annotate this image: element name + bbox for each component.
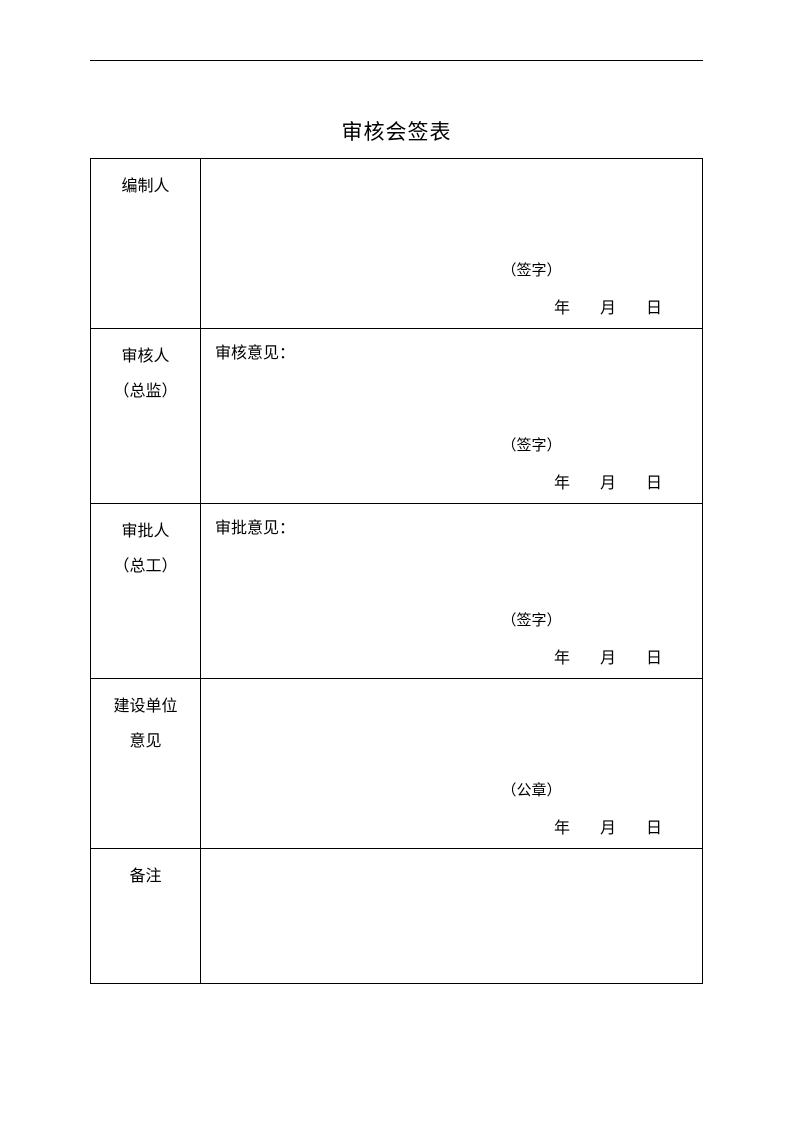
label-text-line1: 审核人	[121, 348, 169, 365]
sign-area: （公章） 年 月 日	[201, 779, 702, 838]
content-cell-remarks	[201, 849, 703, 984]
date-day: 日	[646, 300, 664, 317]
date-year: 年	[554, 820, 572, 837]
date-month: 月	[600, 300, 618, 317]
sign-label: （签字）	[375, 609, 688, 630]
label-cell-approver: 审批人 （总工）	[91, 504, 201, 679]
date-line: 年月日	[215, 644, 688, 668]
sign-area: （签字） 年 月 日	[201, 259, 702, 318]
date-year: 年	[554, 475, 572, 492]
label-text-line2: （总工）	[113, 558, 177, 575]
date-year: 年	[554, 650, 572, 667]
date-line: 年月日	[215, 814, 688, 838]
date-month: 月	[600, 820, 618, 837]
seal-label: （公章）	[375, 779, 688, 800]
date-day: 日	[646, 650, 664, 667]
page-container: 审核会签表 编制人 （签字） 年月日 审核人 （总监）	[0, 0, 793, 1044]
date-line: 年月日	[215, 294, 688, 318]
label-text: 编制人	[121, 178, 169, 195]
table-row: 编制人 （签字） 年 月 日	[91, 159, 703, 329]
header-rule	[90, 60, 703, 61]
label-cell-construction-unit: 建设单位 意见	[91, 679, 201, 849]
date-month: 月	[600, 475, 618, 492]
content-cell-compiler: （签字） 年 月 日	[201, 159, 703, 329]
date-day: 日	[646, 820, 664, 837]
date-line: 年月日	[215, 469, 688, 493]
content-cell-approver: 审批意见： （签字） 年 月 日	[201, 504, 703, 679]
sign-label: （签字）	[375, 259, 688, 280]
label-text-line2: 意见	[129, 733, 161, 750]
sign-area: （签字） 年 月 日	[201, 609, 702, 668]
signoff-table: 编制人 （签字） 年月日 审核人 （总监） 审核意见： （签字）	[90, 158, 703, 984]
date-month: 月	[600, 650, 618, 667]
label-cell-remarks: 备注	[91, 849, 201, 984]
content-cell-reviewer: 审核意见： （签字） 年 月 日	[201, 329, 703, 504]
label-text: 备注	[129, 868, 161, 885]
label-text-line1: 审批人	[121, 523, 169, 540]
opinion-label: 审核意见：	[215, 339, 688, 363]
content-cell-construction-unit: （公章） 年 月 日	[201, 679, 703, 849]
table-row: 审批人 （总工） 审批意见： （签字） 年 月 日	[91, 504, 703, 679]
label-cell-compiler: 编制人	[91, 159, 201, 329]
table-row: 备注	[91, 849, 703, 984]
label-cell-reviewer: 审核人 （总监）	[91, 329, 201, 504]
sign-label: （签字）	[375, 434, 688, 455]
table-row: 审核人 （总监） 审核意见： （签字） 年 月 日	[91, 329, 703, 504]
label-text-line1: 建设单位	[113, 698, 177, 715]
label-text-line2: （总监）	[113, 383, 177, 400]
date-day: 日	[646, 475, 664, 492]
opinion-label: 审批意见：	[215, 514, 688, 538]
table-row: 建设单位 意见 （公章） 年 月 日	[91, 679, 703, 849]
page-title: 审核会签表	[90, 116, 703, 146]
sign-area: （签字） 年 月 日	[201, 434, 702, 493]
date-year: 年	[554, 300, 572, 317]
